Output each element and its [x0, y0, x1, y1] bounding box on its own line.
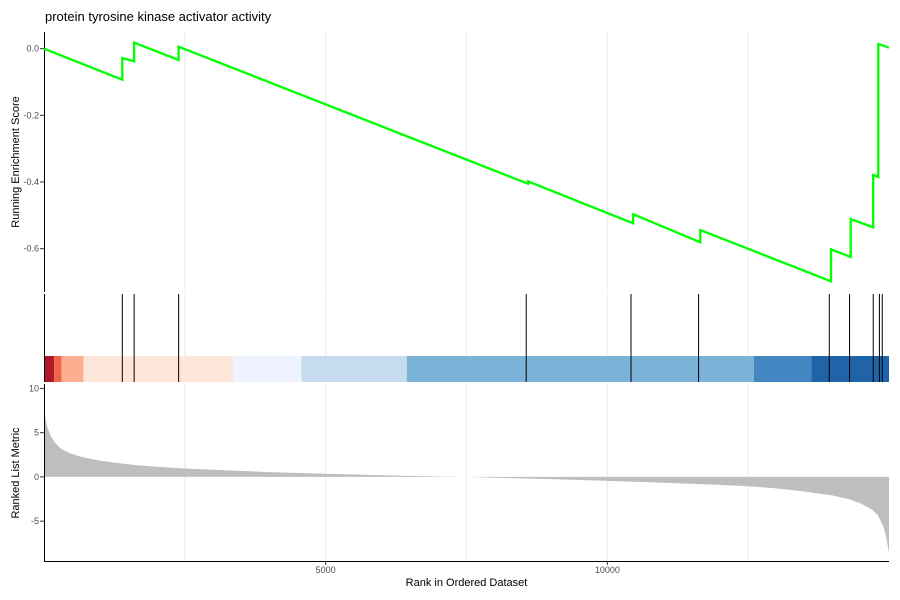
running-score-panel: 0.0 -0.2 -0.4 -0.6 Running Enrichment Score	[10, 32, 890, 292]
y-tick-label: 5	[34, 428, 39, 438]
y-tick-label: 10	[29, 383, 39, 393]
gene-hit-marks	[121, 294, 883, 382]
running-score-line	[43, 41, 890, 283]
rank-color-band	[811, 356, 889, 382]
rank-color-band	[44, 356, 55, 382]
y-tick-label: -0.2	[23, 110, 39, 120]
x-axis-ticks: 5000 10000	[316, 561, 620, 575]
x-tick-label: 5000	[316, 565, 336, 575]
y-tick-label: 0	[34, 472, 39, 482]
running-score-y-ticks: 0.0 -0.2 -0.4 -0.6	[23, 44, 44, 254]
running-score-y-axis-title: Running Enrichment Score	[10, 96, 22, 227]
rank-color-band	[61, 356, 84, 382]
ranked-metric-area	[44, 407, 889, 553]
rank-color-band	[753, 356, 812, 382]
ranked-metric-y-ticks: 10 5 0 -5	[29, 383, 44, 526]
ranked-metric-panel: 10 5 0 -5 5000 10000 Ranked List Metric Rank…	[10, 383, 889, 589]
y-tick-label: -5	[31, 516, 39, 526]
x-axis-title: Rank in Ordered Dataset	[406, 577, 528, 589]
chart-title: protein tyrosine kinase activator activi…	[45, 9, 272, 24]
y-tick-label: -0.6	[23, 244, 39, 254]
ranked-metric-y-axis-title: Ranked List Metric	[10, 427, 22, 519]
rank-color-band	[83, 356, 234, 382]
rank-color-bar	[44, 356, 889, 382]
rank-color-band	[301, 356, 407, 382]
x-tick-label: 10000	[595, 565, 620, 575]
y-tick-label: 0.0	[26, 44, 39, 54]
y-tick-label: -0.4	[23, 177, 39, 187]
rank-color-band	[233, 356, 302, 382]
rank-color-band	[406, 356, 754, 382]
rank-color-band	[54, 356, 62, 382]
running-score-gridlines	[184, 32, 749, 292]
hits-panel	[44, 294, 889, 382]
